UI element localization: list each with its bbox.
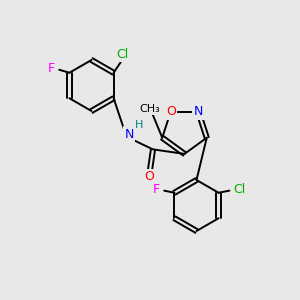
Text: N: N: [194, 105, 203, 118]
Text: Cl: Cl: [116, 48, 129, 61]
Text: H: H: [135, 120, 143, 130]
Text: N: N: [124, 128, 134, 141]
Text: Cl: Cl: [233, 183, 245, 196]
Text: CH₃: CH₃: [140, 103, 160, 114]
Text: O: O: [166, 105, 176, 118]
Text: F: F: [152, 183, 159, 196]
Text: F: F: [47, 62, 54, 75]
Text: O: O: [145, 170, 154, 184]
